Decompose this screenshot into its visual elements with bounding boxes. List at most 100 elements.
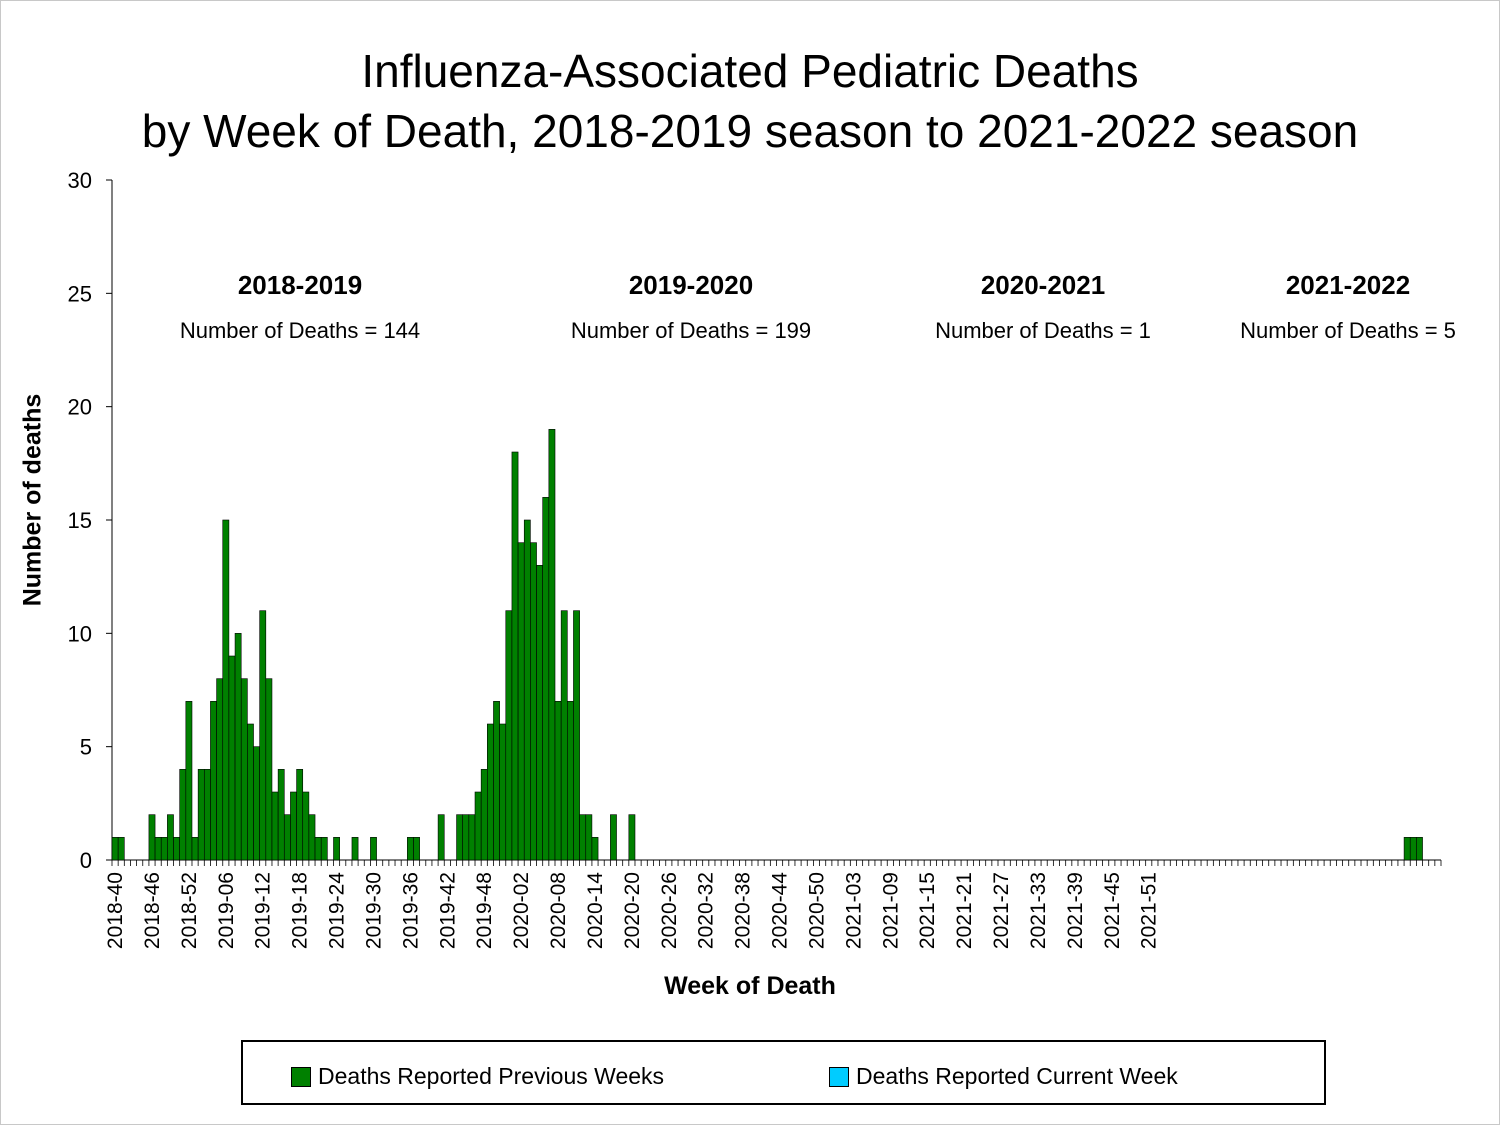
bar-previous-week: [210, 701, 217, 861]
bar-previous-week: [493, 701, 500, 861]
bar-previous-week: [536, 565, 543, 861]
bar-previous-week: [499, 723, 507, 861]
bar-previous-week: [240, 678, 248, 861]
bar-previous-week: [542, 497, 550, 861]
bar-previous-week: [320, 837, 328, 861]
x-tick-label: 2021-33: [1027, 872, 1050, 949]
bar-previous-week: [259, 610, 267, 861]
bar-previous-week: [1403, 837, 1411, 861]
x-tick-label: 2021-21: [953, 872, 976, 949]
x-tick-label: 2021-45: [1101, 872, 1124, 949]
season-name: 2019-2020: [628, 270, 754, 300]
bar-previous-week: [462, 814, 470, 861]
bar-previous-week: [474, 791, 482, 861]
legend-item-previous: Deaths Reported Previous Weeks: [291, 1063, 664, 1090]
bar-previous-week: [505, 610, 513, 861]
bar-previous-week: [530, 542, 537, 861]
bar-previous-week: [296, 769, 304, 861]
x-tick-label: 2021-27: [990, 872, 1013, 949]
y-tick-label: 25: [68, 281, 92, 306]
x-tick-label: 2020-32: [695, 872, 718, 949]
x-tick-label: 2021-51: [1138, 872, 1161, 949]
bar-previous-week: [185, 701, 193, 861]
season-annotation-2018-2019: 2018-2019 Number of Deaths = 144: [180, 270, 420, 344]
bar-previous-week: [160, 837, 168, 861]
bar-previous-week: [554, 701, 562, 861]
bar-previous-week: [265, 678, 273, 861]
bar-previous-week: [277, 769, 285, 861]
bar-previous-week: [548, 429, 556, 861]
season-death-count: Number of Deaths = 1: [935, 318, 1151, 343]
x-tick-label: 2020-38: [732, 872, 755, 949]
x-tick-label: 2019-24: [326, 872, 349, 949]
x-tick-label: 2020-20: [621, 872, 644, 949]
x-tick-label: 2020-26: [658, 872, 681, 949]
bar-chart: 0 5 10 15 20 25 30 2018-40 2018-46 2018-52 2019-06…: [68, 168, 1442, 949]
legend-item-current: Deaths Reported Current Week: [829, 1063, 1178, 1090]
bar-previous-week: [154, 837, 162, 861]
bar-previous-week: [579, 814, 587, 861]
bar-previous-week: [283, 814, 291, 861]
bar-previous-week: [1409, 837, 1417, 861]
season-annotation-2019-2020: 2019-2020 Number of Deaths = 199: [571, 270, 811, 344]
bar-previous-week: [234, 633, 242, 861]
bar-previous-week: [290, 791, 297, 861]
bar-previous-week: [560, 610, 568, 861]
bar-previous-week: [1416, 837, 1423, 861]
bar-previous-week: [179, 769, 187, 861]
bar-previous-week: [437, 814, 445, 861]
bar-previous-week: [610, 814, 617, 861]
season-annotation-2021-2022: 2021-2022 Number of Deaths = 5: [1240, 270, 1456, 344]
bar-previous-week: [585, 814, 593, 861]
bar-previous-week: [271, 791, 279, 861]
bar-previous-week: [148, 814, 156, 861]
bar-previous-week: [302, 791, 310, 861]
bar-previous-week: [222, 519, 230, 861]
y-tick-label: 20: [68, 395, 92, 420]
y-tick-label: 30: [68, 168, 92, 193]
y-tick-label: 0: [80, 848, 92, 873]
season-annotation-2020-2021: 2020-2021 Number of Deaths = 1: [935, 270, 1151, 344]
bar-previous-week: [216, 678, 224, 861]
y-tick-label: 15: [68, 508, 92, 533]
x-tick-label: 2020-08: [547, 872, 570, 949]
x-tick-label: 2020-14: [584, 872, 607, 949]
legend-label-previous: Deaths Reported Previous Weeks: [318, 1063, 665, 1089]
season-death-count: Number of Deaths = 144: [179, 318, 421, 343]
chart-title-line-2: by Week of Death, 2018-2019 season to 20…: [141, 105, 1359, 157]
bar-previous-week: [517, 542, 525, 861]
x-tick-label: 2018-40: [104, 872, 127, 949]
bar-previous-week: [523, 519, 531, 861]
bar-previous-week: [228, 655, 236, 861]
x-tick-label: 2021-09: [879, 872, 902, 949]
x-tick-label: 2021-39: [1064, 872, 1087, 949]
x-tick-label: 2019-06: [215, 872, 238, 949]
bar-previous-week: [573, 610, 580, 861]
x-tick-label: 2018-52: [178, 872, 201, 949]
bar-previous-week: [511, 451, 519, 861]
bar-previous-week: [456, 814, 464, 861]
x-tick-label: 2019-12: [252, 872, 275, 949]
bar-previous-week: [333, 837, 340, 861]
x-tick-label: 2018-46: [141, 872, 164, 949]
bar-previous-week: [111, 837, 119, 861]
bar-previous-week: [253, 746, 260, 861]
bar-previous-week: [591, 837, 599, 861]
bar-previous-week: [468, 814, 476, 861]
x-tick-label: 2020-44: [769, 872, 792, 949]
season-name: 2020-2021: [980, 270, 1106, 300]
bar-previous-week: [173, 837, 180, 861]
x-tick-label: 2019-18: [289, 872, 312, 949]
bar-previous-week: [314, 837, 322, 861]
y-axis-label: Number of deaths: [18, 393, 47, 607]
season-name: 2018-2019: [237, 270, 363, 300]
y-tick-label: 5: [80, 735, 92, 760]
chart-legend: Deaths Reported Previous Weeks Deaths Re…: [241, 1040, 1326, 1105]
bar-previous-week: [351, 837, 359, 861]
x-tick-label: 2021-03: [842, 872, 865, 949]
bar-previous-week: [117, 837, 125, 861]
bar-previous-week: [167, 814, 174, 861]
bar-previous-week: [203, 769, 211, 861]
season-name: 2021-2022: [1285, 270, 1411, 300]
legend-swatch-previous: [291, 1066, 311, 1087]
